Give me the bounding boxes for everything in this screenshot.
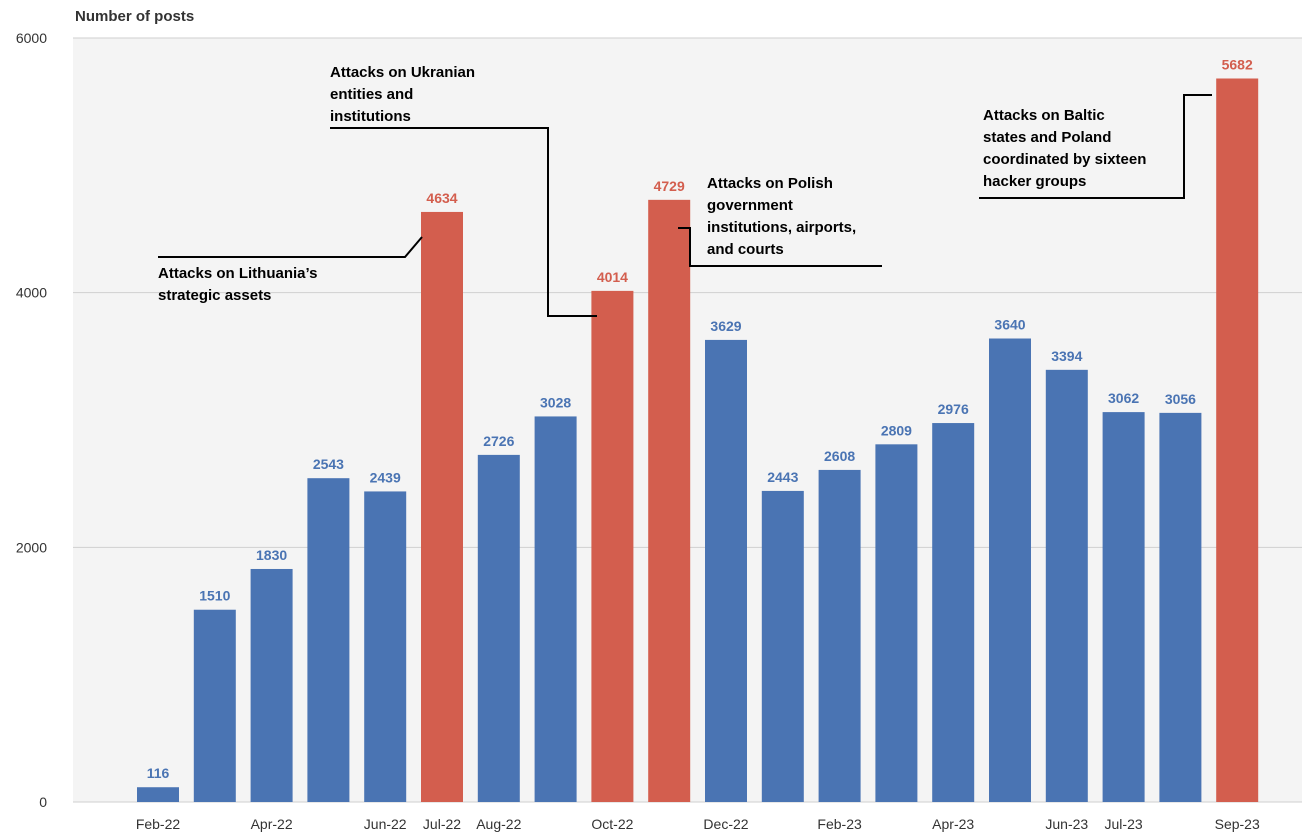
- x-tick-label: Feb-22: [136, 816, 181, 832]
- bar: [875, 444, 918, 802]
- x-tick-label: Jun-23: [1045, 816, 1088, 832]
- x-tick-label: Aug-22: [476, 816, 521, 832]
- annotation-leader-line: [330, 127, 597, 317]
- annotation-text-line: hacker groups: [983, 173, 1086, 190]
- data-label: 2439: [370, 469, 401, 485]
- annotation-text-line: Attacks on Lithuania’s: [158, 265, 317, 282]
- y-tick-label: 2000: [16, 539, 47, 555]
- annotation-leader-line: [158, 236, 423, 258]
- y-tick-label: 6000: [16, 30, 47, 46]
- x-tick-label: Jul-23: [1105, 816, 1143, 832]
- bar: [250, 568, 293, 802]
- data-label: 1510: [199, 588, 230, 604]
- bar: [534, 416, 577, 802]
- data-label: 3056: [1165, 391, 1196, 407]
- bar: [1159, 412, 1202, 802]
- y-axis-ticks: 0 2000 4000 6000: [16, 30, 47, 810]
- data-label: 2608: [824, 448, 855, 464]
- annotation: Attacks on Lithuania’s strategic assets: [158, 236, 423, 304]
- bar: [421, 211, 463, 803]
- y-tick-label: 0: [39, 794, 47, 810]
- data-label: 1830: [256, 547, 287, 563]
- bar: [307, 478, 350, 802]
- x-axis-ticks: Feb-22 Apr-22 Jun-22 Jul-22 Aug-22 Oct-22 Dec-…: [136, 816, 1260, 832]
- bar: [648, 199, 691, 802]
- annotation-text-line: coordinated by sixteen: [983, 151, 1146, 168]
- data-label: 4014: [597, 269, 628, 285]
- bar: [989, 338, 1031, 802]
- data-label: 3640: [994, 317, 1025, 333]
- annotation: Attacks on Polish government institutions,…: [678, 175, 882, 267]
- data-label: 4634: [426, 190, 457, 206]
- data-label: 5682: [1222, 56, 1253, 72]
- data-label: 2726: [483, 433, 514, 449]
- data-label: 3062: [1108, 390, 1139, 406]
- data-label: 2976: [938, 401, 969, 417]
- annotation-text-line: institutions: [330, 108, 411, 125]
- bar: [818, 469, 861, 802]
- x-tick-label: Jul-22: [423, 816, 461, 832]
- annotation: Attacks on Baltic states and Poland coordi…: [979, 94, 1212, 199]
- bar: [1216, 78, 1259, 802]
- bar: [1045, 369, 1088, 802]
- annotation-text-line: strategic assets: [158, 287, 271, 304]
- annotation-text-line: and courts: [707, 241, 784, 258]
- annotation-text-line: institutions, airports,: [707, 219, 856, 236]
- y-tick-label: 4000: [16, 285, 47, 301]
- bars: [137, 78, 1259, 803]
- annotation: Attacks on Ukranian entities and instituti…: [330, 64, 597, 317]
- bar: [705, 339, 747, 802]
- bar: [477, 454, 520, 802]
- bar: [932, 423, 975, 802]
- data-labels: 116 1510 1830 2543 2439 4634 2726 3028 4014 4729 3…: [147, 56, 1253, 781]
- annotation-text-line: Attacks on Baltic: [983, 107, 1105, 124]
- bar: [1102, 412, 1145, 802]
- data-label: 3394: [1051, 348, 1082, 364]
- annotation-text-line: entities and: [330, 86, 413, 103]
- bar: [761, 490, 804, 802]
- annotation-text-line: states and Poland: [983, 129, 1111, 146]
- data-label: 4729: [654, 178, 685, 194]
- bar: [591, 290, 634, 802]
- x-tick-label: Feb-23: [817, 816, 862, 832]
- annotation-text-line: Attacks on Ukranian: [330, 64, 475, 81]
- x-tick-label: Apr-23: [932, 816, 974, 832]
- x-tick-label: Dec-22: [703, 816, 748, 832]
- data-label: 2809: [881, 422, 912, 438]
- bar: [137, 787, 179, 802]
- data-label: 3629: [710, 318, 741, 334]
- annotation-text-line: Attacks on Polish: [707, 175, 833, 192]
- annotation-leader-line: [678, 227, 882, 267]
- bar: [193, 609, 236, 802]
- bar: [364, 491, 407, 802]
- x-tick-label: Jun-22: [364, 816, 407, 832]
- x-tick-label: Apr-22: [251, 816, 293, 832]
- x-tick-label: Sep-23: [1215, 816, 1260, 832]
- y-axis-title: Number of posts: [75, 8, 194, 25]
- data-label: 3028: [540, 394, 571, 410]
- data-label: 2543: [313, 456, 344, 472]
- data-label: 116: [147, 765, 170, 781]
- x-tick-label: Oct-22: [591, 816, 633, 832]
- annotation-text-line: government: [707, 197, 793, 214]
- data-label: 2443: [767, 469, 798, 485]
- annotation-leader-line: [979, 94, 1212, 199]
